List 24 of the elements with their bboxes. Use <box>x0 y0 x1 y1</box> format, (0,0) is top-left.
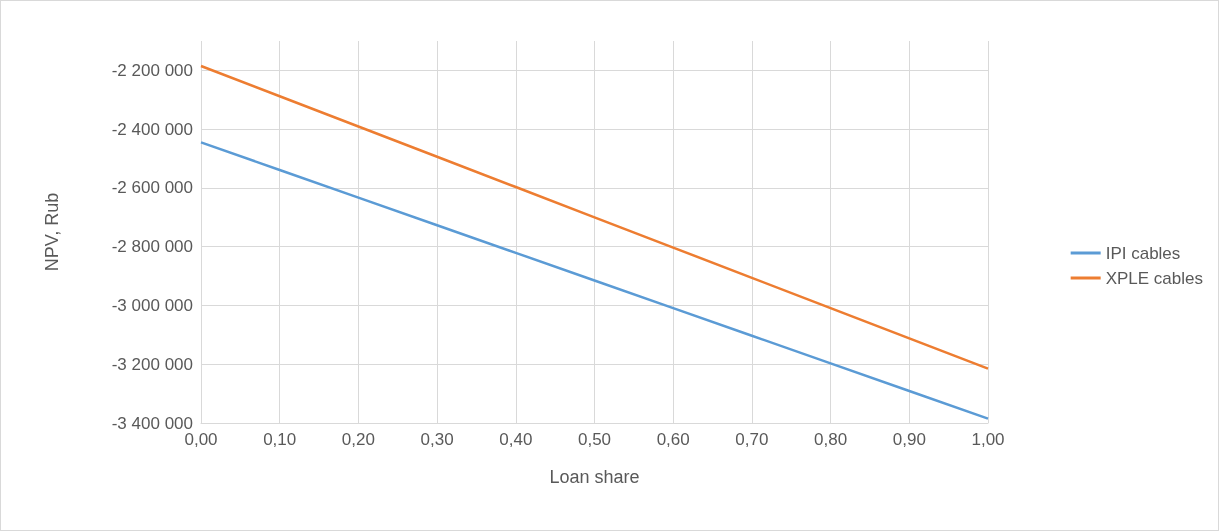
legend-label: XPLE cables <box>1105 268 1204 288</box>
y-tick-label: -2 200 000 <box>111 60 193 80</box>
y-tick-label: -2 400 000 <box>111 119 193 139</box>
y-axis-title: NPV, Rub <box>42 192 62 272</box>
y-tick-label: -3 200 000 <box>111 354 193 374</box>
line-series <box>199 141 990 420</box>
x-axis-title: Loan share <box>549 467 640 487</box>
line-series <box>199 64 990 370</box>
y-tick-label: -2 600 000 <box>111 178 193 198</box>
x-tick-label: 0,40 <box>499 430 533 449</box>
x-tick-label: 0,10 <box>263 430 297 449</box>
x-tick-label: 0,70 <box>735 430 769 449</box>
x-tick-label: 1,00 <box>971 430 1005 449</box>
y-tick-label: -3 000 000 <box>111 295 193 315</box>
y-tick-label: -3 400 000 <box>111 413 193 433</box>
y-tick-label: -2 800 000 <box>111 237 193 257</box>
x-tick-label: 0,50 <box>577 430 612 449</box>
x-tick-label: 0,20 <box>341 430 375 449</box>
x-tick-label: 0,30 <box>420 430 454 449</box>
x-tick-label: 0,90 <box>892 430 926 449</box>
legend-label: IPI cables <box>1105 243 1181 263</box>
x-tick-label: 0,60 <box>656 430 690 449</box>
x-tick-label: 0,00 <box>184 430 218 449</box>
x-tick-label: 0,80 <box>814 430 848 449</box>
